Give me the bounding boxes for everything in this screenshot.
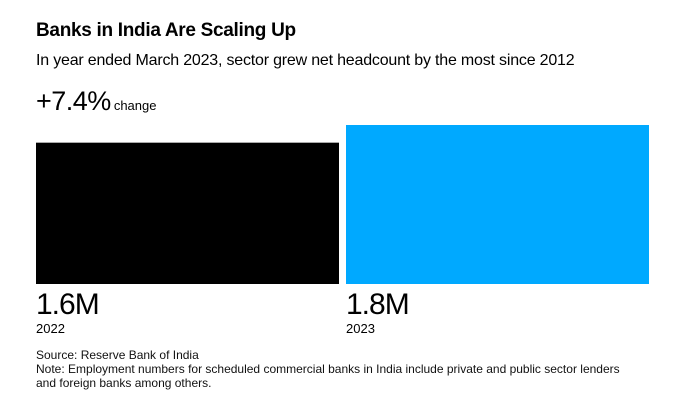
bar-2022 xyxy=(36,142,339,284)
source-note: Source: Reserve Bank of India xyxy=(36,348,199,362)
change-indicator: +7.4% change xyxy=(36,86,156,117)
chart-title: Banks in India Are Scaling Up xyxy=(36,20,296,41)
footnote: Note: Employment numbers for scheduled c… xyxy=(36,362,620,390)
value-label-2022: 1.6M xyxy=(36,288,100,321)
change-value: +7.4% xyxy=(36,86,111,116)
category-label-2023: 2023 xyxy=(346,321,375,336)
chart-subtitle: In year ended March 2023, sector grew ne… xyxy=(36,52,575,69)
change-label: change xyxy=(113,98,157,113)
value-label-2023: 1.8M xyxy=(346,288,410,321)
bar-2023 xyxy=(346,125,649,284)
category-label-2022: 2022 xyxy=(36,321,65,336)
